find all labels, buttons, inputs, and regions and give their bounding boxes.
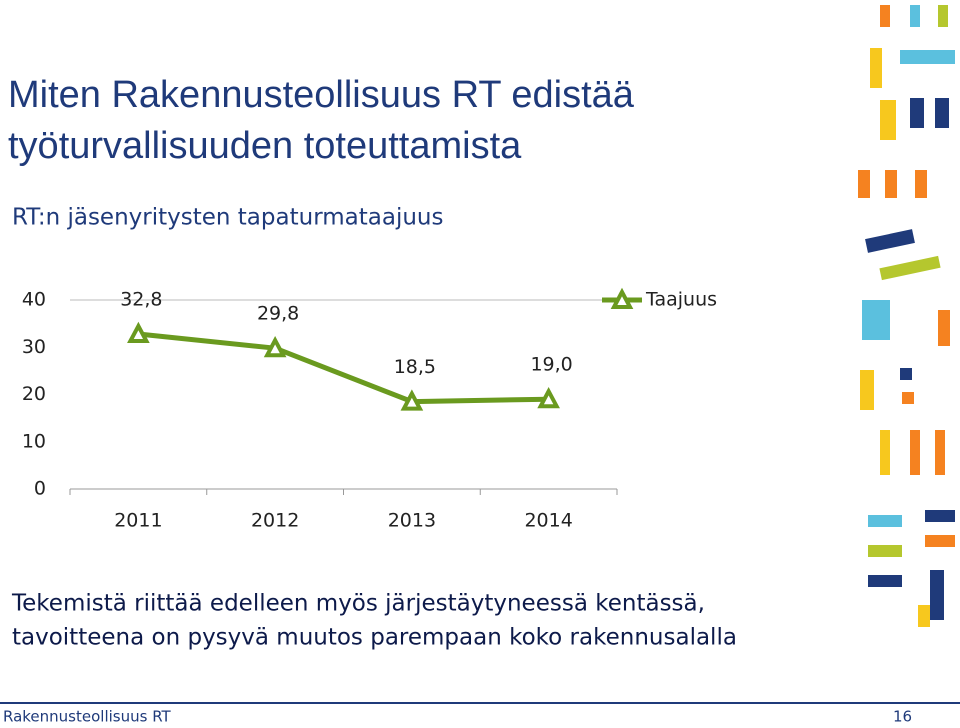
x-tick-label: 2012 <box>251 510 299 532</box>
y-tick-label: 20 <box>22 383 46 405</box>
marker <box>263 335 287 358</box>
slide-title: Miten Rakennusteollisuus RT edistää <box>8 74 635 116</box>
body-text: Tekemistä riittää edelleen myös järjestä… <box>11 591 705 617</box>
x-tick-label: 2013 <box>388 510 436 532</box>
y-tick-label: 30 <box>22 336 46 358</box>
y-tick-label: 10 <box>22 430 46 452</box>
x-tick-label: 2014 <box>524 510 572 532</box>
decoration <box>858 5 955 627</box>
marker <box>537 386 560 409</box>
x-tick-label: 2011 <box>114 510 162 532</box>
footer: Rakennusteollisuus RT <box>3 708 172 726</box>
marker <box>400 389 424 411</box>
data-label: 18,5 <box>394 356 436 378</box>
data-label: 29,8 <box>257 303 299 325</box>
slide-title: työturvallisuuden toteuttamista <box>8 125 522 167</box>
series-line <box>138 331 549 405</box>
page-number: 16 <box>893 708 912 726</box>
legend-marker <box>610 287 634 309</box>
data-label: 32,8 <box>120 289 162 311</box>
marker <box>127 321 150 344</box>
y-tick-label: 40 <box>22 289 46 311</box>
chart-title: RT:n jäsenyritysten tapaturmataajuus <box>12 205 443 231</box>
legend-label: Taajuus <box>645 289 717 311</box>
y-tick-label: 0 <box>34 478 46 500</box>
data-label: 19,0 <box>530 354 572 376</box>
body-text: tavoitteena on pysyvä muutos parempaan k… <box>12 625 737 651</box>
